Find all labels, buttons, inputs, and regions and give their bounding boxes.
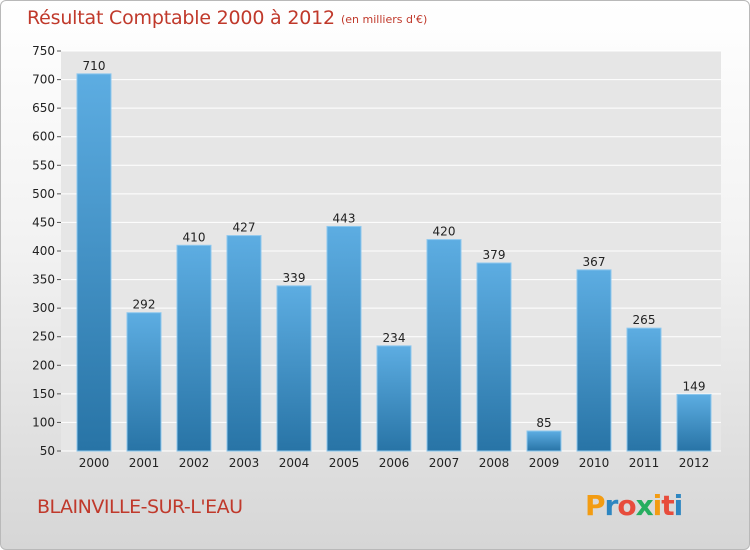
bar-2004	[276, 285, 312, 452]
bar-2009	[526, 430, 562, 452]
x-tick-label: 2010	[579, 456, 610, 470]
x-axis: 2000 2001 2002 2003 2004 2005 2006 2007 2008 2009…	[79, 456, 710, 470]
y-tick-label: 700	[32, 73, 55, 87]
bar-value-label: 710	[83, 59, 106, 73]
bar-value-label: 339	[283, 271, 306, 285]
x-tick-label: 2012	[679, 456, 710, 470]
bar-2008	[476, 262, 512, 452]
bar-2000	[76, 73, 112, 452]
bar-2010	[576, 269, 612, 452]
bar-2003	[226, 235, 262, 452]
y-tick-label: 450	[32, 215, 55, 229]
bar-2011	[626, 327, 662, 452]
y-tick-label: 250	[32, 330, 55, 344]
x-tick-label: 2011	[629, 456, 660, 470]
logo-letter: P	[585, 489, 606, 522]
x-tick-label: 2004	[279, 456, 310, 470]
bar-value-label: 379	[483, 248, 506, 262]
bar-2001	[126, 312, 162, 452]
bar-2002	[176, 244, 212, 452]
y-tick-label: 550	[32, 158, 55, 172]
logo-letter: t	[661, 489, 674, 522]
bar-value-label: 292	[133, 298, 156, 312]
logo-letter: o	[617, 489, 636, 522]
y-axis: 50 100 150 200 250 300 350 400 450 500 550 600 650 70…	[32, 44, 61, 458]
y-tick-label: 750	[32, 44, 55, 58]
bar-2006	[376, 345, 412, 452]
y-tick-label: 200	[32, 358, 55, 372]
y-tick-label: 50	[40, 444, 55, 458]
bar-value-label: 420	[433, 225, 456, 239]
y-tick-label: 400	[32, 244, 55, 258]
bar-2012	[676, 393, 712, 452]
logo-letter: i	[652, 489, 663, 522]
y-tick-label: 350	[32, 273, 55, 287]
logo-letter: i	[673, 489, 684, 522]
bar-value-label: 410	[183, 230, 206, 244]
x-tick-label: 2000	[79, 456, 110, 470]
commune-name: BLAINVILLE-SUR-L'EAU	[37, 496, 243, 518]
x-tick-label: 2001	[129, 456, 160, 470]
bar-value-label: 234	[383, 331, 406, 345]
y-tick-label: 100	[32, 415, 55, 429]
chart-title: Résultat Comptable 2000 à 2012	[27, 7, 335, 29]
bar-2007	[426, 239, 462, 452]
bar-value-label: 265	[633, 313, 656, 327]
bar-value-label: 149	[683, 379, 706, 393]
x-tick-label: 2008	[479, 456, 510, 470]
bar-value-label: 427	[233, 221, 256, 235]
y-tick-label: 150	[32, 387, 55, 401]
bar-2005	[326, 225, 362, 452]
bars: 710 292 410 427 339 443 234 420 379 85 367 265 149	[76, 59, 712, 452]
x-tick-label: 2005	[329, 456, 360, 470]
y-tick-label: 600	[32, 130, 55, 144]
x-tick-label: 2003	[229, 456, 260, 470]
y-tick-label: 650	[32, 101, 55, 115]
chart-subtitle: (en milliers d'€)	[341, 13, 428, 26]
y-tick-label: 500	[32, 187, 55, 201]
x-tick-label: 2002	[179, 456, 210, 470]
x-tick-label: 2006	[379, 456, 410, 470]
bar-value-label: 367	[583, 255, 606, 269]
bar-value-label: 443	[333, 211, 356, 225]
x-tick-label: 2009	[529, 456, 560, 470]
y-tick-label: 300	[32, 301, 55, 315]
bar-value-label: 85	[536, 416, 551, 430]
proxiti-logo: Proxiti	[585, 489, 684, 522]
logo-letter: r	[604, 489, 619, 522]
logo-letter: x	[635, 489, 654, 522]
x-tick-label: 2007	[429, 456, 460, 470]
